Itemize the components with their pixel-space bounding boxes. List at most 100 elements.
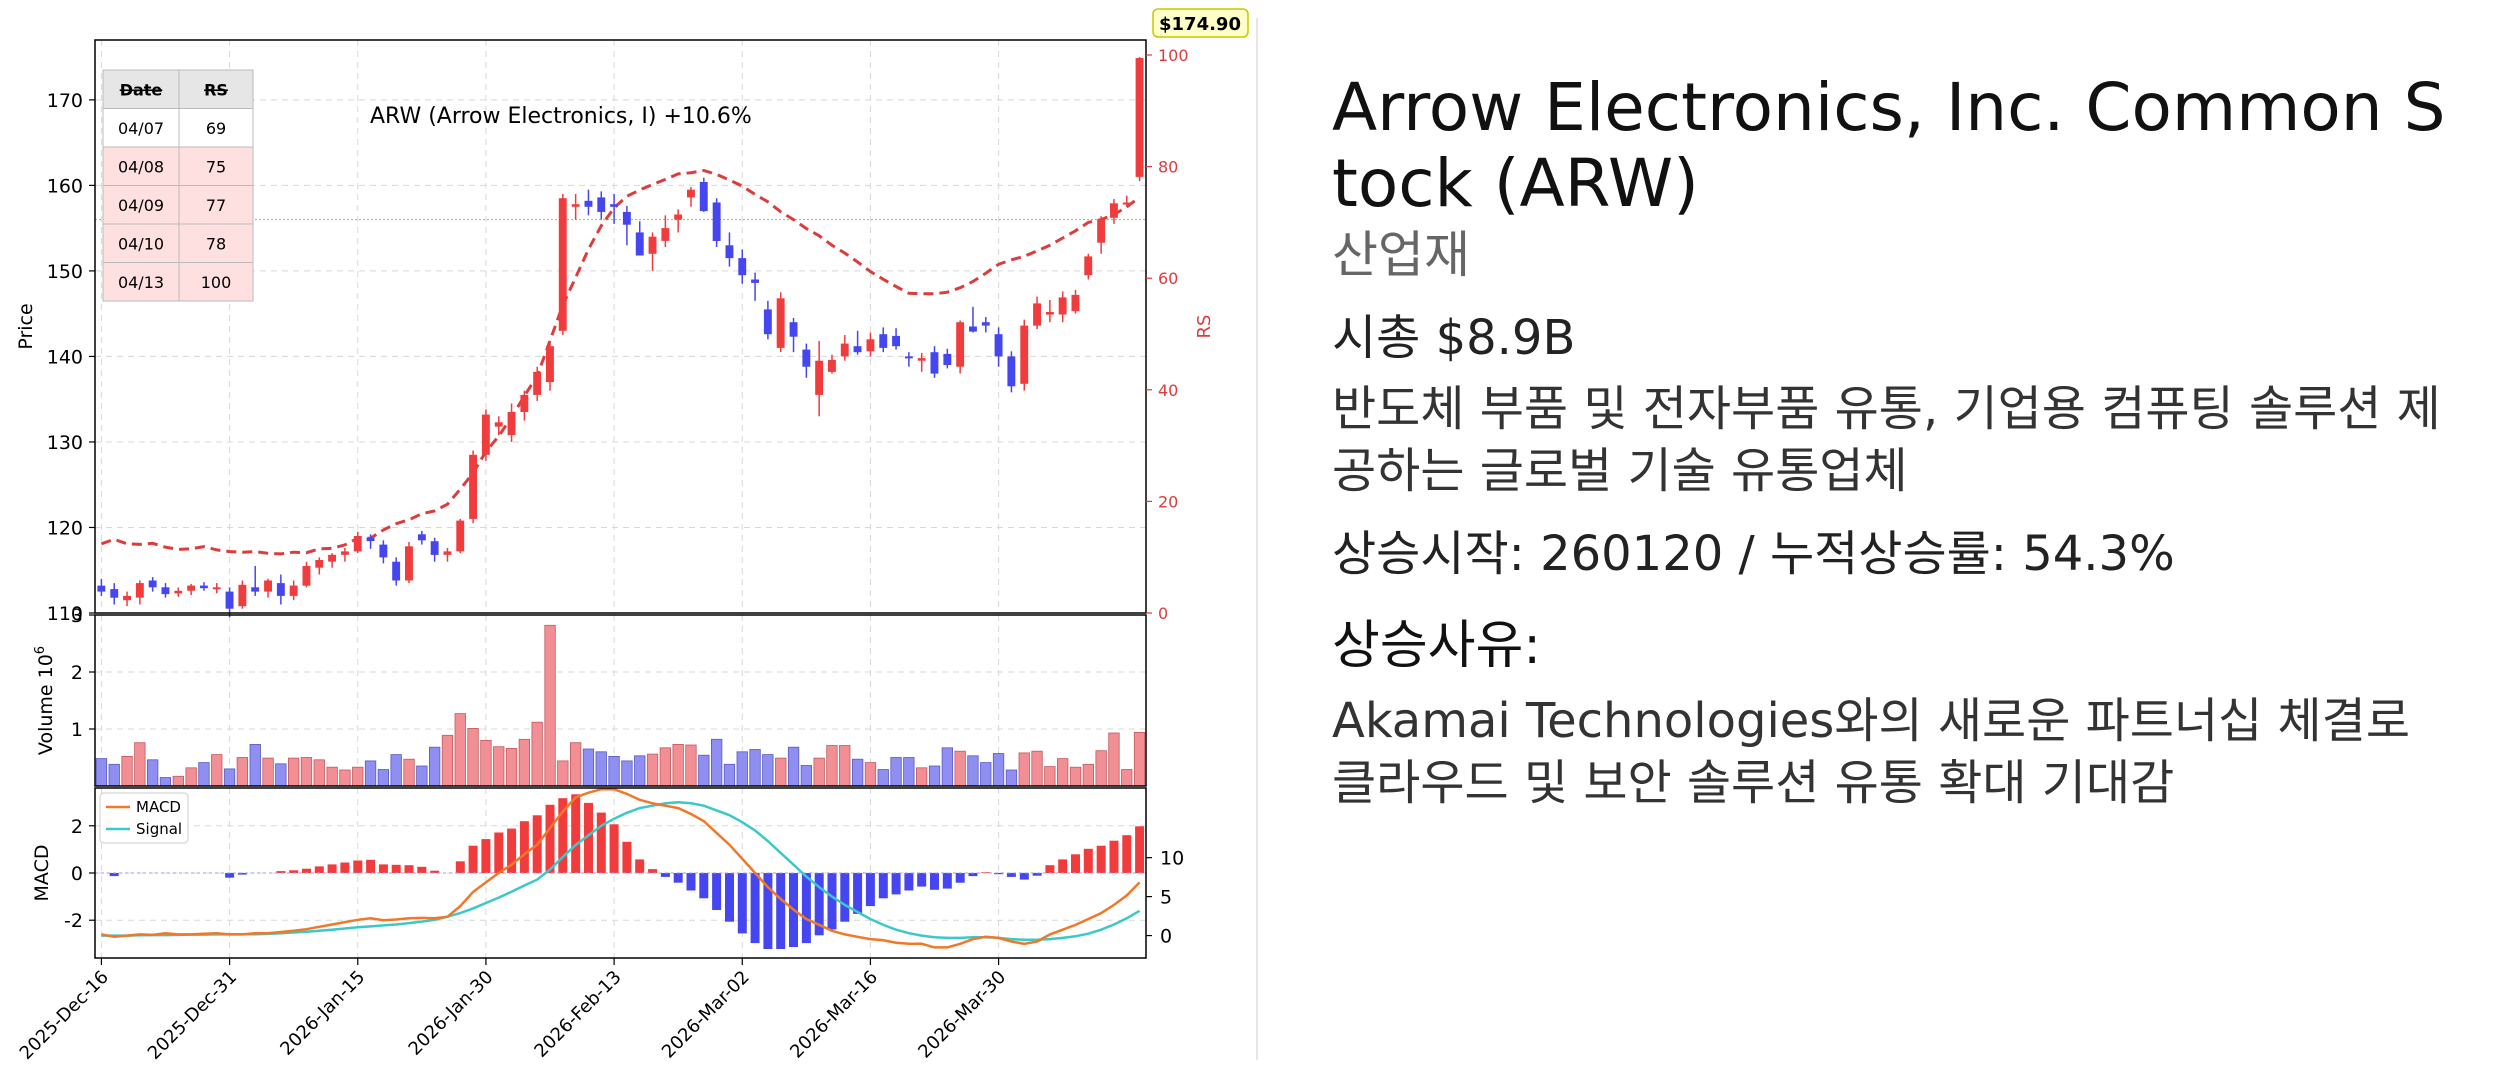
volume-bar [1057,758,1069,787]
candle-body [148,580,157,588]
price-tick-label: 110 [47,603,83,625]
panel-divider [1256,18,1258,1060]
rs-table-rs: 100 [201,273,232,292]
rs-table-cell [178,146,254,186]
candle-body [187,585,196,591]
volume-bar [544,624,556,787]
candle-body [828,359,836,372]
candle-body [738,258,747,276]
macd-right-tick-label: 5 [1160,887,1172,909]
candle-body [853,346,862,353]
candle-body [443,551,452,555]
macd-histogram-bar [1096,845,1106,873]
macd-histogram-bar [853,873,863,914]
volume-bar [1121,769,1133,787]
rs-table-cell [178,223,254,263]
macd-histogram-bar [391,864,401,873]
macd-tick-label: 0 [71,863,83,885]
candle-body [648,236,657,254]
volume-bar [493,746,505,787]
candle-body [405,546,413,581]
candle-body [135,583,144,598]
candle-body [200,585,208,589]
candle-body [840,343,849,357]
candle-body [879,334,888,348]
company-name: Arrow Electronics, Inc. Common Stock (AR… [1332,69,2446,222]
macd-histogram-bar [827,873,837,930]
candle-body [456,520,465,552]
signal-line [101,800,1141,942]
macd-histogram-bar [840,873,850,922]
rs-table-cell [178,185,254,225]
candle-body [379,544,388,558]
volume-bar [787,746,800,787]
macd-histogram-bar [1045,865,1055,873]
rs-table-date: 04/10 [118,234,164,253]
macd-histogram-bar [366,859,376,873]
volume-bar [390,754,402,787]
volume-bar [146,759,159,787]
macd-histogram-bar [1058,859,1068,873]
volume-bar [749,749,761,787]
volume-axis-label: Volume 106 [33,646,57,755]
candle-body [597,197,606,212]
volume-bar [467,728,479,787]
volume-bar [1018,752,1030,787]
macd-histogram-bar [673,873,683,883]
volume-bar [300,757,313,787]
rs-table-rs: 78 [206,234,226,253]
volume-bar [890,757,902,787]
candle-body [622,211,631,225]
candle-body [174,590,183,594]
candle-body [212,587,221,590]
volume-bar [608,756,620,787]
volume-bar [1095,750,1107,787]
candle-body [1033,303,1041,326]
candle-body [1110,203,1118,218]
volume-bar [736,751,748,787]
candle-body [1122,202,1131,205]
candle-body [520,394,529,412]
volume-bar [1069,766,1082,787]
volume-bar [813,757,825,787]
volume-tick-label: 1 [71,719,83,741]
volume-bar [454,713,466,787]
volume-bar [839,745,851,787]
volume-bar [249,744,261,787]
price-axis-label: Price [15,303,37,349]
x-tick-label: 2026-Mar-16 [786,967,882,1063]
macd-histogram-bar [289,870,299,873]
market-cap: 시총 $8.9B [1332,310,1576,366]
candle-body [687,189,695,198]
candle-body [123,595,131,601]
macd-histogram-bar [737,873,747,934]
x-tick-label: 2026-Jan-15 [276,967,369,1060]
rs-table-date: 04/08 [118,157,164,176]
macd-histogram-bar [660,873,670,877]
macd-tick-label: 2 [71,816,83,838]
volume-bar [698,754,710,787]
macd-histogram-bar [1135,826,1145,874]
candle-body [533,371,542,395]
candle-body [161,587,170,595]
volume-bar [672,744,684,787]
macd-histogram-bar [519,821,529,873]
stock-info-panel: Arrow Electronics, Inc. Common Stock (AR… [1332,70,2462,814]
volume-bar [646,753,659,787]
volume-bar [339,769,351,787]
candle-body [1045,312,1054,315]
volume-bar [954,750,966,787]
candle-body [494,422,503,427]
candle-body [994,334,1003,357]
rs-axis-label: RS [1194,315,1215,339]
rise-reason: Akamai Technologies와의 새로운 파트너십 체결로 클라우드 … [1332,693,2411,811]
rs-table-date: 04/07 [118,119,164,138]
rs-tick-label: 20 [1158,492,1178,511]
macd-histogram-bar [814,873,824,936]
macd-histogram-bar [1032,873,1042,876]
candle-body [276,583,285,596]
price-tick-label: 150 [47,261,83,283]
chart-title: ARW (Arrow Electronics, I) +10.6% [370,104,752,129]
candle-body [546,346,554,383]
candle-body [353,536,362,552]
